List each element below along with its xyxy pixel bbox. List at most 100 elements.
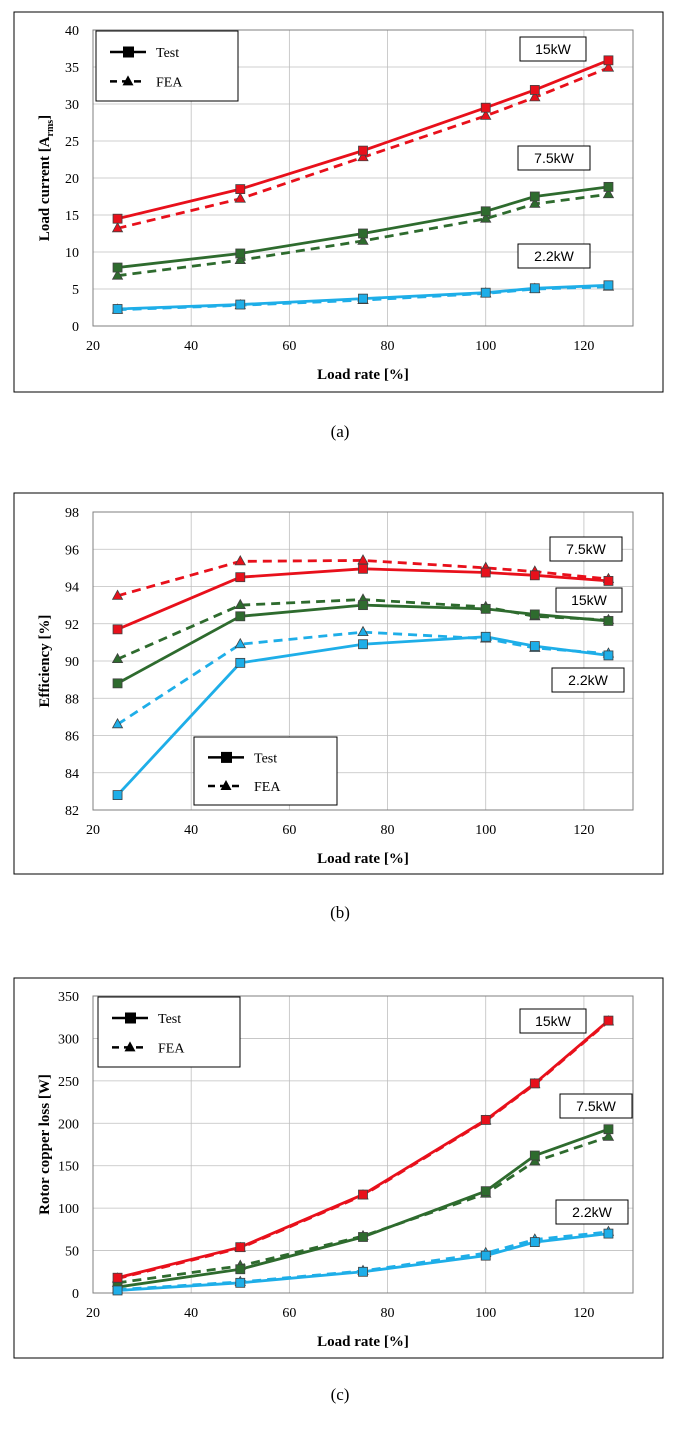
x-tick-label: 20 [86, 339, 100, 354]
data-point [112, 262, 123, 273]
data-point [358, 1189, 368, 1200]
series-line [116, 635, 609, 797]
data-point [603, 1228, 614, 1239]
data-point [357, 234, 369, 245]
annotation-box [517, 145, 591, 171]
series-15kW-test [112, 55, 614, 224]
x-axis-label: Load rate [%] [317, 367, 409, 383]
y-tick-label: 5 [72, 283, 79, 298]
data-point [234, 598, 246, 610]
data-point [480, 287, 491, 298]
annotation-box [551, 667, 625, 693]
data-point [111, 652, 124, 664]
data-point [358, 293, 368, 304]
figure-caption: (c) [331, 1385, 350, 1404]
y-tick-label: 40 [65, 24, 79, 39]
legend-test-label: Test [158, 1012, 181, 1027]
data-point [358, 1266, 368, 1277]
data-point [112, 790, 123, 800]
data-point [480, 212, 492, 223]
data-point [529, 283, 540, 294]
data-point [603, 181, 614, 192]
y-tick-label: 88 [65, 692, 79, 707]
series-line [117, 192, 609, 278]
data-point [529, 191, 540, 202]
data-point [357, 150, 369, 162]
data-point [358, 145, 368, 156]
data-point [111, 718, 124, 729]
legend-fea-marker [220, 779, 232, 790]
gridlines [92, 511, 633, 811]
legend-fea-label: FEA [158, 1041, 185, 1056]
legend-fea-label: FEA [254, 780, 281, 795]
x-tick-label: 60 [282, 339, 296, 354]
x-tick-label: 60 [282, 823, 296, 838]
chart-rotor-copper-loss: 20 40 60 80 100 120 0 50 100 150 200 250 300 350 Load … [13, 977, 664, 1359]
data-point [603, 1124, 614, 1135]
x-axis-label: Load rate [%] [317, 1334, 409, 1350]
series-line [116, 603, 609, 685]
annotation-label: 2.2kW [534, 248, 574, 264]
data-point [529, 1155, 541, 1166]
x-tick-label: 120 [573, 1306, 594, 1321]
x-tick-label: 100 [475, 339, 496, 354]
data-point [358, 1232, 368, 1242]
y-tick-label: 90 [65, 655, 79, 670]
data-point [603, 616, 614, 626]
x-tick-label: 100 [475, 1306, 496, 1321]
y-tick-label: 50 [65, 1245, 79, 1260]
data-point [529, 197, 541, 208]
y-tick-label: 100 [58, 1202, 79, 1217]
x-tick-label: 20 [86, 1306, 100, 1321]
data-point [234, 192, 246, 203]
y-axis-label: Rotor copper loss [W] [37, 1074, 53, 1215]
plot-area [92, 995, 634, 1294]
data-point [358, 228, 368, 239]
series-line [117, 1232, 609, 1292]
data-point [235, 657, 246, 668]
legend-test-label: Test [254, 751, 277, 766]
y-tick-label: 30 [65, 98, 79, 113]
x-tick-label: 80 [381, 1306, 395, 1321]
data-point [603, 55, 614, 66]
legend-box [97, 996, 241, 1068]
x-tick-label: 40 [184, 339, 198, 354]
legend-fea-marker [124, 1041, 136, 1052]
annotation-box [555, 1199, 629, 1225]
x-axis-label: Load rate [%] [317, 851, 409, 867]
data-point [480, 1250, 491, 1261]
data-point [235, 572, 246, 583]
annotation-label: 15kW [535, 1013, 572, 1029]
y-tick-label: 92 [65, 618, 79, 633]
legend-fea-label: FEA [156, 75, 183, 90]
series-2p2kW-test [112, 1228, 614, 1296]
legend: Test FEA [95, 30, 239, 102]
x-tick-label: 80 [381, 823, 395, 838]
y-tick-label: 84 [65, 767, 79, 782]
y-tick-label: 150 [58, 1160, 79, 1175]
series-15kW-test [112, 600, 614, 689]
y-tick-label: 0 [72, 320, 79, 335]
data-point [234, 637, 246, 649]
y-tick-label: 15 [65, 209, 79, 224]
series-2p2kW-test [112, 631, 614, 800]
legend-fea-marker [122, 75, 134, 86]
data-point [358, 600, 368, 611]
y-axis-label: Load current [Arms] [37, 115, 56, 241]
x-tick-label: 80 [381, 339, 395, 354]
data-point [235, 184, 246, 195]
data-point [112, 213, 123, 224]
data-point [603, 650, 614, 661]
x-tick-label: 40 [184, 823, 198, 838]
annotation-box [517, 243, 591, 269]
data-point [235, 611, 246, 622]
annotation-label: 15kW [571, 592, 608, 608]
y-tick-label: 35 [65, 61, 79, 76]
y-tick-label: 350 [58, 990, 79, 1005]
data-point [529, 570, 540, 581]
series-line [117, 185, 609, 269]
data-point [480, 567, 491, 578]
y-tick-label: 200 [58, 1117, 79, 1132]
chart-efficiency: 20 40 60 80 100 120 82 84 86 88 90 92 94 96 98 Load rat… [13, 492, 664, 875]
